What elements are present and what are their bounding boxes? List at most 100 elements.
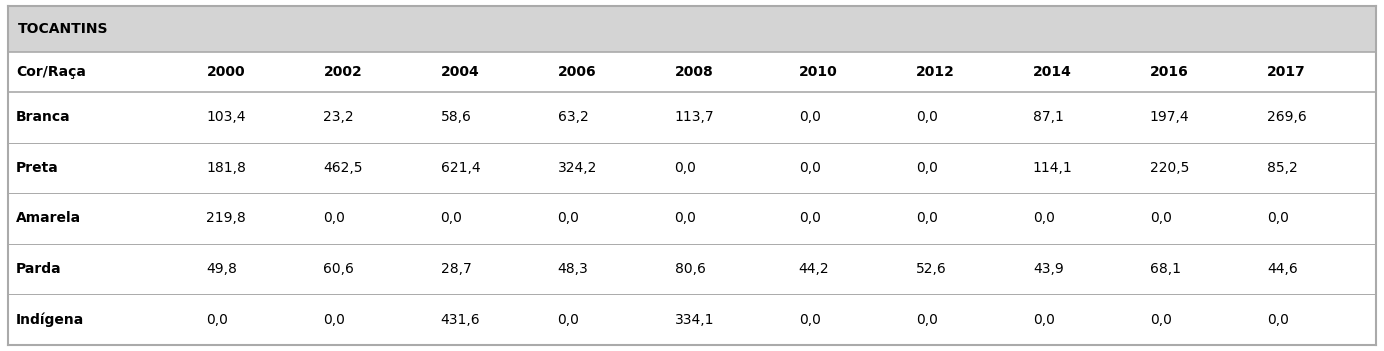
Bar — [549, 52, 667, 92]
Bar — [1259, 193, 1376, 244]
Bar — [1142, 52, 1259, 92]
Text: 0,0: 0,0 — [1266, 313, 1289, 327]
Bar — [1259, 52, 1376, 92]
Bar — [549, 294, 667, 345]
Text: 0,0: 0,0 — [1032, 212, 1055, 225]
Text: 0,0: 0,0 — [674, 212, 696, 225]
Bar — [667, 244, 790, 294]
Text: 269,6: 269,6 — [1266, 110, 1306, 124]
Text: 23,2: 23,2 — [324, 110, 354, 124]
Text: 0,0: 0,0 — [324, 212, 346, 225]
Text: 462,5: 462,5 — [324, 161, 363, 175]
Text: 621,4: 621,4 — [440, 161, 480, 175]
Bar — [1142, 92, 1259, 143]
Bar — [1024, 92, 1142, 143]
Text: 43,9: 43,9 — [1032, 262, 1063, 276]
Text: Cor/Raça: Cor/Raça — [17, 65, 86, 79]
Text: Indígena: Indígena — [17, 312, 84, 327]
Bar — [908, 52, 1024, 92]
Text: 0,0: 0,0 — [1150, 212, 1172, 225]
Text: 2004: 2004 — [440, 65, 479, 79]
Bar — [1259, 244, 1376, 294]
Text: 80,6: 80,6 — [674, 262, 706, 276]
Text: 0,0: 0,0 — [206, 313, 228, 327]
Bar — [790, 244, 908, 294]
Bar — [433, 92, 549, 143]
Bar — [1142, 143, 1259, 193]
Text: 28,7: 28,7 — [440, 262, 472, 276]
Bar — [1024, 193, 1142, 244]
Text: 2017: 2017 — [1266, 65, 1305, 79]
Bar — [790, 52, 908, 92]
Bar — [1142, 294, 1259, 345]
Bar — [433, 143, 549, 193]
Bar — [1024, 143, 1142, 193]
Bar — [667, 52, 790, 92]
Bar — [1142, 193, 1259, 244]
Text: 0,0: 0,0 — [558, 212, 580, 225]
Text: 0,0: 0,0 — [324, 313, 346, 327]
Text: 52,6: 52,6 — [916, 262, 947, 276]
Bar — [1259, 92, 1376, 143]
Text: Branca: Branca — [17, 110, 71, 124]
Bar — [549, 92, 667, 143]
Text: 2016: 2016 — [1150, 65, 1189, 79]
Text: 49,8: 49,8 — [206, 262, 237, 276]
Bar — [667, 294, 790, 345]
Text: 2008: 2008 — [674, 65, 713, 79]
Bar — [790, 294, 908, 345]
Bar — [790, 143, 908, 193]
Bar — [316, 244, 433, 294]
Bar — [198, 143, 316, 193]
Bar — [433, 193, 549, 244]
Text: Parda: Parda — [17, 262, 62, 276]
Text: 324,2: 324,2 — [558, 161, 597, 175]
Text: 87,1: 87,1 — [1032, 110, 1064, 124]
Text: 0,0: 0,0 — [440, 212, 462, 225]
Bar — [198, 294, 316, 345]
Text: 2006: 2006 — [558, 65, 597, 79]
Text: 0,0: 0,0 — [1150, 313, 1172, 327]
Text: 2010: 2010 — [799, 65, 837, 79]
Bar — [1024, 52, 1142, 92]
Bar — [433, 52, 549, 92]
Bar — [1259, 294, 1376, 345]
Text: 114,1: 114,1 — [1032, 161, 1073, 175]
Text: 103,4: 103,4 — [206, 110, 246, 124]
Bar — [316, 52, 433, 92]
Bar — [549, 193, 667, 244]
Text: 0,0: 0,0 — [916, 212, 937, 225]
Text: 44,2: 44,2 — [799, 262, 829, 276]
Text: 113,7: 113,7 — [674, 110, 714, 124]
Bar — [908, 244, 1024, 294]
Bar — [908, 294, 1024, 345]
Text: 197,4: 197,4 — [1150, 110, 1189, 124]
Bar — [8, 193, 198, 244]
Bar — [1024, 244, 1142, 294]
Bar — [316, 294, 433, 345]
Text: TOCANTINS: TOCANTINS — [18, 22, 108, 36]
Bar — [790, 193, 908, 244]
Text: 2014: 2014 — [1032, 65, 1071, 79]
Bar — [433, 244, 549, 294]
Bar — [433, 294, 549, 345]
Text: 2000: 2000 — [206, 65, 245, 79]
Text: 60,6: 60,6 — [324, 262, 354, 276]
Bar — [667, 92, 790, 143]
Text: 0,0: 0,0 — [799, 313, 821, 327]
Text: 44,6: 44,6 — [1266, 262, 1298, 276]
Bar — [8, 143, 198, 193]
Text: Amarela: Amarela — [17, 212, 82, 225]
Text: 0,0: 0,0 — [1032, 313, 1055, 327]
Text: 0,0: 0,0 — [1266, 212, 1289, 225]
Text: 68,1: 68,1 — [1150, 262, 1181, 276]
Text: 58,6: 58,6 — [440, 110, 472, 124]
Text: 2012: 2012 — [916, 65, 955, 79]
Text: 2002: 2002 — [324, 65, 363, 79]
Bar — [8, 6, 1376, 52]
Bar — [908, 193, 1024, 244]
Text: 220,5: 220,5 — [1150, 161, 1189, 175]
Text: 0,0: 0,0 — [916, 161, 937, 175]
Bar — [667, 143, 790, 193]
Text: 0,0: 0,0 — [799, 212, 821, 225]
